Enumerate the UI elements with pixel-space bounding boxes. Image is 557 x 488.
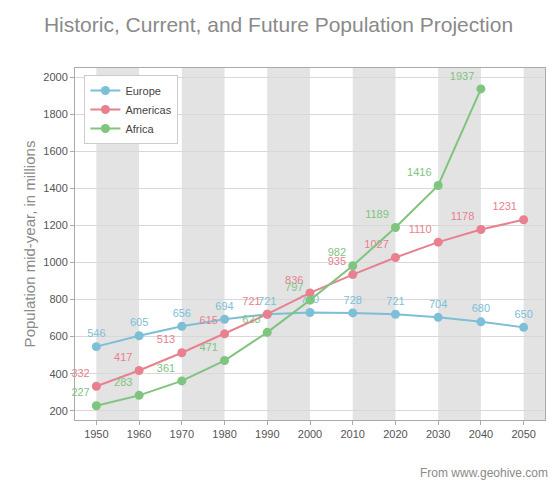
- svg-text:200: 200: [49, 405, 67, 417]
- svg-text:1980: 1980: [212, 428, 236, 440]
- svg-text:1189: 1189: [365, 208, 389, 220]
- svg-text:704: 704: [429, 298, 447, 310]
- svg-text:1000: 1000: [43, 256, 67, 268]
- svg-text:1400: 1400: [43, 182, 67, 194]
- svg-text:513: 513: [157, 333, 175, 345]
- svg-text:1416: 1416: [407, 166, 431, 178]
- svg-text:1960: 1960: [127, 428, 151, 440]
- svg-text:1600: 1600: [43, 145, 67, 157]
- svg-text:680: 680: [472, 302, 490, 314]
- svg-text:615: 615: [200, 314, 218, 326]
- svg-text:1231: 1231: [493, 200, 517, 212]
- svg-text:2020: 2020: [383, 428, 407, 440]
- svg-text:623: 623: [242, 313, 260, 325]
- svg-text:1800: 1800: [43, 108, 67, 120]
- svg-text:2000: 2000: [298, 428, 322, 440]
- svg-text:600: 600: [49, 330, 67, 342]
- svg-text:From www.geohive.com: From www.geohive.com: [420, 466, 548, 480]
- svg-text:417: 417: [114, 351, 132, 363]
- svg-text:935: 935: [328, 255, 346, 267]
- svg-text:332: 332: [71, 367, 89, 379]
- svg-text:2010: 2010: [340, 428, 364, 440]
- svg-text:2050: 2050: [511, 428, 535, 440]
- svg-text:Americas: Americas: [125, 104, 171, 116]
- svg-text:721: 721: [242, 295, 260, 307]
- svg-text:982: 982: [328, 246, 346, 258]
- svg-text:1970: 1970: [170, 428, 194, 440]
- svg-text:721: 721: [386, 295, 404, 307]
- svg-text:800: 800: [49, 293, 67, 305]
- svg-text:650: 650: [514, 308, 532, 320]
- svg-text:227: 227: [71, 386, 89, 398]
- svg-text:1937: 1937: [450, 70, 474, 82]
- svg-text:Historic, Current, and Future: Historic, Current, and Future Population…: [44, 13, 513, 36]
- svg-text:1110: 1110: [409, 223, 432, 235]
- svg-text:797: 797: [285, 281, 303, 293]
- svg-text:1200: 1200: [43, 219, 67, 231]
- svg-text:2030: 2030: [426, 428, 450, 440]
- svg-text:1990: 1990: [255, 428, 279, 440]
- svg-text:Population mid-year, in millio: Population mid-year, in millions: [21, 141, 38, 348]
- svg-text:400: 400: [49, 368, 67, 380]
- svg-text:605: 605: [130, 316, 148, 328]
- svg-text:546: 546: [87, 327, 105, 339]
- svg-text:694: 694: [215, 300, 233, 312]
- svg-text:Africa: Africa: [125, 123, 154, 135]
- svg-text:728: 728: [344, 294, 362, 306]
- svg-text:2040: 2040: [469, 428, 493, 440]
- svg-text:656: 656: [173, 307, 191, 319]
- svg-text:836: 836: [285, 274, 303, 286]
- svg-text:721: 721: [258, 295, 276, 307]
- svg-text:Europe: Europe: [125, 85, 160, 97]
- svg-text:471: 471: [200, 341, 218, 353]
- svg-text:1027: 1027: [364, 238, 388, 250]
- svg-text:1178: 1178: [451, 210, 475, 222]
- svg-text:730: 730: [301, 293, 319, 305]
- svg-text:283: 283: [114, 376, 132, 388]
- svg-text:1950: 1950: [84, 428, 108, 440]
- svg-text:2000: 2000: [43, 71, 67, 83]
- svg-text:361: 361: [157, 362, 175, 374]
